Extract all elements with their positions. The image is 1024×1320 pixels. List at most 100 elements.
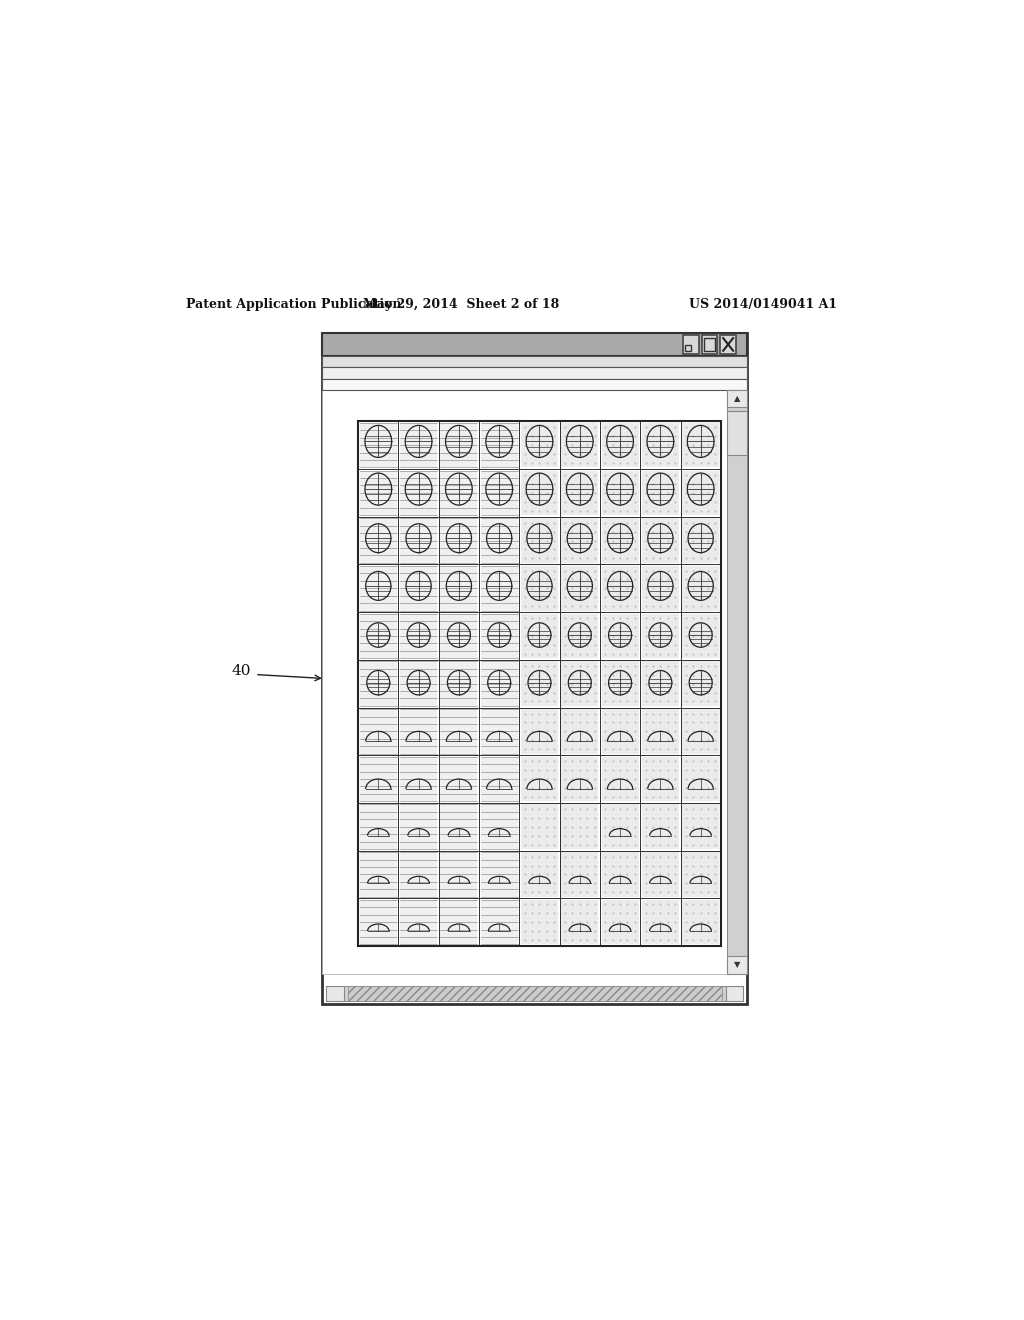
- Polygon shape: [359, 422, 397, 467]
- Polygon shape: [480, 756, 518, 801]
- Polygon shape: [480, 804, 518, 849]
- Polygon shape: [721, 335, 736, 354]
- Polygon shape: [400, 756, 437, 801]
- Polygon shape: [440, 566, 477, 611]
- Polygon shape: [359, 756, 397, 801]
- Polygon shape: [601, 566, 639, 611]
- Polygon shape: [601, 422, 639, 467]
- Polygon shape: [521, 900, 558, 944]
- Text: ▼: ▼: [734, 961, 740, 969]
- Polygon shape: [727, 956, 748, 974]
- Polygon shape: [327, 986, 344, 1002]
- Polygon shape: [348, 986, 722, 1002]
- Polygon shape: [561, 709, 598, 754]
- Polygon shape: [642, 756, 679, 801]
- Polygon shape: [642, 900, 679, 944]
- Polygon shape: [521, 709, 558, 754]
- Polygon shape: [480, 709, 518, 754]
- Polygon shape: [400, 853, 437, 896]
- Polygon shape: [400, 422, 437, 467]
- Polygon shape: [682, 471, 719, 515]
- Polygon shape: [642, 804, 679, 849]
- Polygon shape: [642, 709, 679, 754]
- Polygon shape: [682, 566, 719, 611]
- Polygon shape: [521, 614, 558, 659]
- Text: 40: 40: [231, 664, 251, 677]
- Polygon shape: [521, 566, 558, 611]
- Polygon shape: [601, 804, 639, 849]
- Polygon shape: [601, 661, 639, 706]
- Polygon shape: [521, 422, 558, 467]
- Text: US 2014/0149041 A1: US 2014/0149041 A1: [689, 298, 837, 312]
- Polygon shape: [440, 804, 477, 849]
- Polygon shape: [726, 986, 743, 1002]
- Polygon shape: [400, 519, 437, 562]
- Polygon shape: [400, 804, 437, 849]
- Polygon shape: [359, 661, 397, 706]
- Polygon shape: [359, 519, 397, 562]
- Polygon shape: [561, 900, 598, 944]
- Polygon shape: [359, 566, 397, 611]
- Polygon shape: [727, 411, 748, 454]
- Polygon shape: [561, 661, 598, 706]
- Polygon shape: [359, 471, 397, 515]
- Polygon shape: [359, 804, 397, 849]
- Polygon shape: [440, 709, 477, 754]
- Polygon shape: [601, 471, 639, 515]
- Polygon shape: [521, 661, 558, 706]
- Polygon shape: [682, 614, 719, 659]
- Polygon shape: [440, 661, 477, 706]
- Polygon shape: [601, 853, 639, 896]
- Polygon shape: [440, 614, 477, 659]
- Polygon shape: [323, 389, 748, 974]
- Polygon shape: [521, 853, 558, 896]
- Polygon shape: [561, 471, 598, 515]
- Text: FIG. 2A: FIG. 2A: [473, 337, 577, 362]
- Polygon shape: [440, 900, 477, 944]
- Polygon shape: [480, 566, 518, 611]
- Polygon shape: [682, 709, 719, 754]
- Polygon shape: [400, 900, 437, 944]
- Polygon shape: [480, 471, 518, 515]
- Polygon shape: [400, 614, 437, 659]
- Polygon shape: [327, 986, 743, 1002]
- Polygon shape: [642, 614, 679, 659]
- Polygon shape: [701, 335, 717, 354]
- Polygon shape: [440, 853, 477, 896]
- Polygon shape: [440, 756, 477, 801]
- Polygon shape: [359, 853, 397, 896]
- Polygon shape: [323, 333, 748, 355]
- Polygon shape: [727, 389, 748, 974]
- Text: Patent Application Publication: Patent Application Publication: [186, 298, 401, 312]
- Polygon shape: [480, 661, 518, 706]
- Polygon shape: [480, 614, 518, 659]
- Polygon shape: [642, 422, 679, 467]
- Polygon shape: [440, 471, 477, 515]
- Polygon shape: [561, 853, 598, 896]
- Polygon shape: [359, 900, 397, 944]
- Polygon shape: [521, 519, 558, 562]
- Polygon shape: [682, 661, 719, 706]
- Polygon shape: [642, 853, 679, 896]
- Polygon shape: [521, 804, 558, 849]
- Polygon shape: [480, 422, 518, 467]
- Polygon shape: [683, 335, 698, 354]
- Polygon shape: [359, 709, 397, 754]
- Polygon shape: [400, 661, 437, 706]
- Polygon shape: [323, 367, 748, 379]
- Polygon shape: [601, 709, 639, 754]
- Polygon shape: [400, 709, 437, 754]
- Polygon shape: [682, 519, 719, 562]
- Polygon shape: [601, 519, 639, 562]
- Polygon shape: [323, 379, 748, 389]
- Polygon shape: [561, 804, 598, 849]
- Polygon shape: [323, 355, 748, 367]
- Polygon shape: [359, 614, 397, 659]
- Polygon shape: [440, 422, 477, 467]
- Polygon shape: [480, 853, 518, 896]
- Polygon shape: [561, 756, 598, 801]
- Polygon shape: [561, 422, 598, 467]
- Polygon shape: [440, 519, 477, 562]
- Polygon shape: [521, 471, 558, 515]
- Polygon shape: [727, 389, 748, 407]
